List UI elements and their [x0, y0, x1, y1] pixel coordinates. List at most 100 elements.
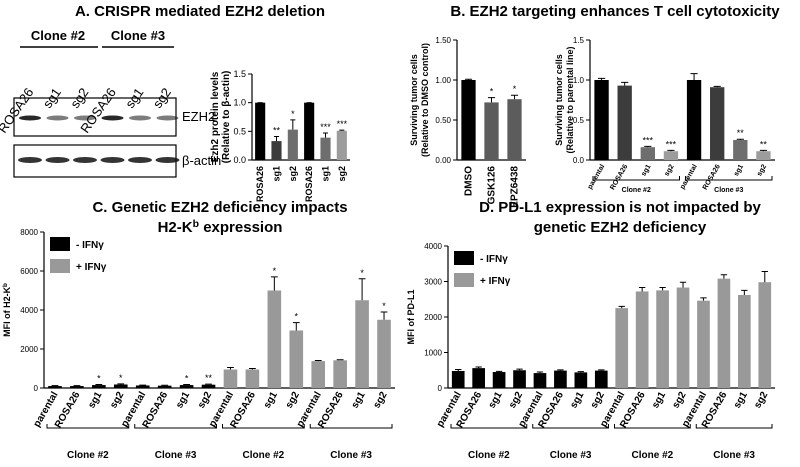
bar — [245, 369, 260, 388]
error-bar — [741, 289, 748, 295]
group-bracket — [695, 424, 773, 429]
bar — [355, 300, 369, 388]
error-bar — [314, 360, 322, 362]
y-tick-label: 6000 — [20, 267, 38, 276]
error-bar — [205, 383, 212, 385]
error-bar — [516, 368, 523, 371]
group-label: Clone #3 — [714, 187, 743, 194]
group-label: Clone #2 — [468, 450, 510, 461]
group-label: Clone #3 — [155, 450, 197, 461]
error-bar — [598, 369, 605, 371]
error-bar — [700, 297, 707, 301]
group-label: Clone #3 — [111, 28, 165, 43]
significance-label: * — [360, 268, 364, 278]
bar — [676, 287, 690, 388]
legend-swatch — [454, 273, 474, 287]
significance-label: * — [291, 109, 295, 119]
bar — [267, 290, 282, 388]
y-tick-label: 0 — [438, 384, 443, 393]
x-tick-label: sg1 — [321, 166, 331, 182]
bar — [733, 140, 748, 160]
y-tick-label: 1.5 — [573, 36, 585, 45]
legend-swatch — [50, 237, 70, 251]
bar — [656, 290, 669, 388]
x-tick-label: parental — [679, 163, 699, 190]
bar — [320, 137, 331, 160]
x-tick-label: sg1 — [174, 390, 192, 411]
x-tick-label: sg1 — [568, 390, 586, 411]
bar — [333, 360, 347, 388]
x-tick-label: ROSA26 — [304, 166, 314, 202]
bar — [492, 372, 506, 388]
blot-band — [73, 157, 97, 163]
group-label: Clone #2 — [31, 28, 85, 43]
bar — [70, 386, 84, 388]
chart-title-part: b — [193, 218, 199, 230]
error-bar — [679, 281, 687, 288]
y-tick-label: 3000 — [424, 278, 442, 287]
bar — [640, 147, 655, 160]
bar — [513, 370, 526, 388]
y-tick-label: 0.50 — [435, 116, 451, 125]
x-tick-label: sg1 — [640, 163, 652, 177]
x-tick-label: sg2 — [288, 166, 298, 182]
y-axis-label: MFI of PD-L1 — [406, 290, 416, 345]
significance-label: *** — [666, 139, 677, 149]
significance-label: * — [273, 266, 277, 276]
y-tick-label: 1000 — [424, 349, 442, 358]
error-bar — [638, 287, 646, 292]
error-bar — [339, 129, 345, 131]
y-axis-label: Ezh2 protein levels — [210, 71, 221, 162]
significance-label: * — [490, 87, 494, 97]
y-tick-label: 1.00 — [435, 76, 451, 85]
y-tick-label: 1.0 — [573, 76, 585, 85]
bar — [48, 386, 62, 388]
x-tick-label: sg2 — [337, 166, 347, 182]
blot-band — [100, 157, 125, 163]
bar — [157, 385, 172, 388]
x-tick-label: DMSO — [464, 166, 475, 196]
y-axis-label: (Relative to DMSO control) — [420, 43, 430, 157]
significance-label: * — [119, 373, 123, 383]
error-bar — [713, 85, 721, 88]
error-bar — [495, 370, 503, 373]
error-bar — [659, 287, 666, 291]
chart-title-part: expression — [199, 219, 282, 236]
significance-label: ** — [273, 125, 281, 135]
bar — [113, 384, 128, 388]
error-bar — [759, 149, 768, 152]
error-bar — [536, 371, 544, 374]
y-axis-label: MFI of H2-Kb — [2, 283, 12, 337]
x-tick-label: sg1 — [350, 390, 368, 411]
bar — [484, 102, 499, 160]
x-tick-label: ROSA26 — [255, 166, 265, 202]
error-bar — [322, 132, 329, 138]
blot-band — [128, 157, 152, 163]
legend-label: + IFNγ — [480, 276, 511, 287]
significance-label: * — [185, 373, 189, 383]
panel-heading: B. EZH2 targeting enhances T cell cytoto… — [450, 3, 780, 20]
error-bar — [487, 97, 496, 103]
blot-band — [19, 115, 41, 121]
bar — [533, 373, 547, 388]
group-bracket — [46, 424, 130, 429]
error-bar — [475, 366, 482, 369]
x-tick-label: sg2 — [371, 390, 389, 411]
group-bracket — [450, 424, 528, 429]
band-label: EZH2 — [182, 109, 215, 124]
y-tick-label: 8000 — [20, 228, 38, 237]
error-bar — [117, 383, 125, 385]
y-tick-label: 2000 — [20, 345, 38, 354]
x-tick-label: sg2 — [284, 390, 302, 411]
panel-heading: A. CRISPR mediated EZH2 deletion — [75, 3, 325, 20]
significance-label: * — [382, 301, 386, 311]
y-axis-label-part: MFI of H2-K — [2, 286, 12, 336]
x-tick-label: sg1 — [262, 390, 280, 411]
bar — [686, 80, 702, 160]
bar — [710, 87, 725, 160]
blot-band — [101, 115, 124, 121]
chart-title: H2-Kb expression — [158, 218, 283, 236]
y-tick-label: 0.00 — [435, 156, 451, 165]
y-tick-label: 0.5 — [573, 116, 585, 125]
group-label: Clone #2 — [67, 450, 109, 461]
